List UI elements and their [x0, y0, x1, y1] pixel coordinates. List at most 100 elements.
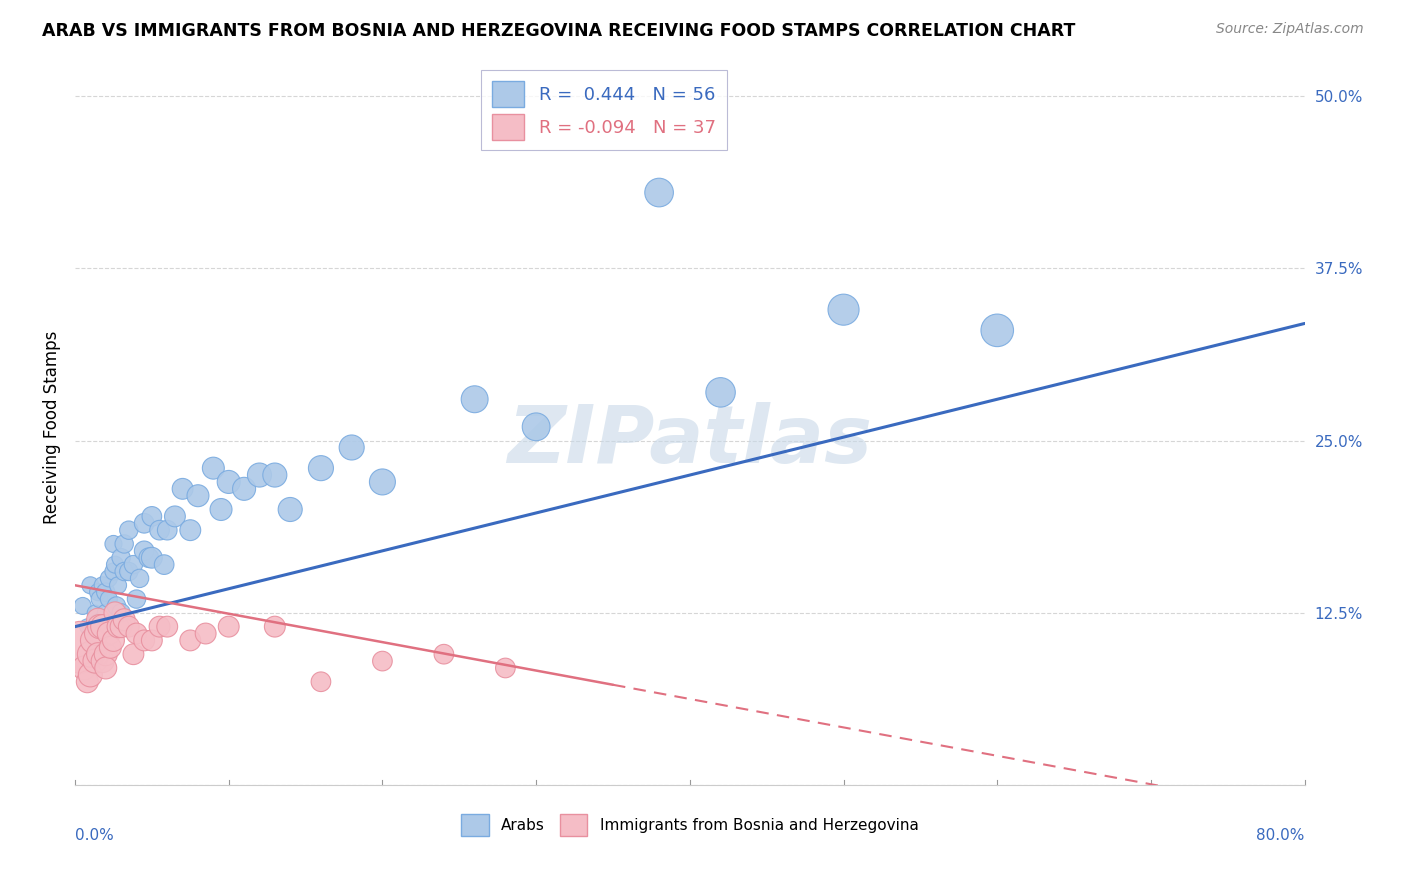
Point [122, 647, 145, 661]
Point [110, 606, 132, 620]
Text: ARAB VS IMMIGRANTS FROM BOSNIA AND HERZEGOVINA RECEIVING FOOD STAMPS CORRELATION: ARAB VS IMMIGRANTS FROM BOSNIA AND HERZE… [42, 22, 1076, 40]
Point [97, 592, 120, 607]
Point [209, 502, 232, 516]
Point [112, 537, 135, 551]
Point [187, 489, 209, 503]
Point [125, 592, 148, 607]
Text: 0.0%: 0.0% [75, 828, 114, 843]
Point [309, 461, 332, 475]
Text: ZIPatlas: ZIPatlas [508, 402, 872, 480]
Point [91, 578, 114, 592]
Point [73, 661, 96, 675]
Point [153, 558, 176, 572]
Point [218, 620, 240, 634]
Point [986, 323, 1008, 337]
Point [107, 620, 129, 634]
Point [148, 620, 170, 634]
Point [79, 647, 101, 661]
Point [118, 565, 141, 579]
Point [263, 620, 285, 634]
Point [72, 599, 94, 613]
Point [141, 509, 163, 524]
Y-axis label: Receiving Food Stamps: Receiving Food Stamps [44, 330, 60, 524]
Point [87, 615, 110, 630]
Point [89, 620, 111, 634]
Point [371, 475, 394, 489]
Point [179, 633, 201, 648]
Point [94, 647, 117, 661]
Point [134, 633, 156, 648]
Point [371, 654, 394, 668]
Point [134, 544, 156, 558]
Point [89, 592, 111, 607]
Point [648, 186, 671, 200]
Point [98, 640, 121, 655]
Point [194, 626, 217, 640]
Point [105, 599, 128, 613]
Point [87, 647, 110, 661]
Point [233, 482, 256, 496]
Point [110, 620, 132, 634]
Point [309, 674, 332, 689]
Point [163, 509, 186, 524]
Point [86, 626, 108, 640]
Point [104, 606, 127, 620]
Point [97, 626, 120, 640]
Point [104, 558, 127, 572]
Point [110, 550, 132, 565]
Point [112, 613, 135, 627]
Point [118, 523, 141, 537]
Point [128, 571, 150, 585]
Point [202, 461, 225, 475]
Point [464, 392, 486, 407]
Point [118, 620, 141, 634]
Point [97, 571, 120, 585]
Point [249, 468, 271, 483]
Point [82, 633, 104, 648]
Point [103, 537, 125, 551]
Point [709, 385, 731, 400]
Point [103, 565, 125, 579]
Point [84, 606, 107, 620]
Point [70, 640, 93, 655]
Point [82, 633, 104, 648]
Point [125, 626, 148, 640]
Point [87, 613, 110, 627]
Point [278, 502, 301, 516]
Point [84, 654, 107, 668]
Point [79, 668, 101, 682]
Point [156, 523, 179, 537]
Point [134, 516, 156, 531]
Point [91, 620, 114, 634]
Text: 80.0%: 80.0% [1257, 828, 1305, 843]
Point [87, 585, 110, 599]
Point [91, 613, 114, 627]
Point [94, 661, 117, 675]
Point [103, 633, 125, 648]
Point [832, 302, 855, 317]
Point [91, 654, 114, 668]
Point [494, 661, 516, 675]
Point [94, 585, 117, 599]
Point [172, 482, 194, 496]
Legend: Arabs, Immigrants from Bosnia and Herzegovina: Arabs, Immigrants from Bosnia and Herzeg… [456, 808, 925, 842]
Point [112, 565, 135, 579]
Point [218, 475, 240, 489]
Point [141, 550, 163, 565]
Point [107, 578, 129, 592]
Point [524, 419, 547, 434]
Point [156, 620, 179, 634]
Point [94, 606, 117, 620]
Point [148, 523, 170, 537]
Point [79, 578, 101, 592]
Point [122, 558, 145, 572]
Point [433, 647, 456, 661]
Point [138, 550, 160, 565]
Point [263, 468, 285, 483]
Point [76, 674, 98, 689]
Point [340, 441, 363, 455]
Text: Source: ZipAtlas.com: Source: ZipAtlas.com [1216, 22, 1364, 37]
Point [141, 633, 163, 648]
Point [179, 523, 201, 537]
Point [76, 620, 98, 634]
